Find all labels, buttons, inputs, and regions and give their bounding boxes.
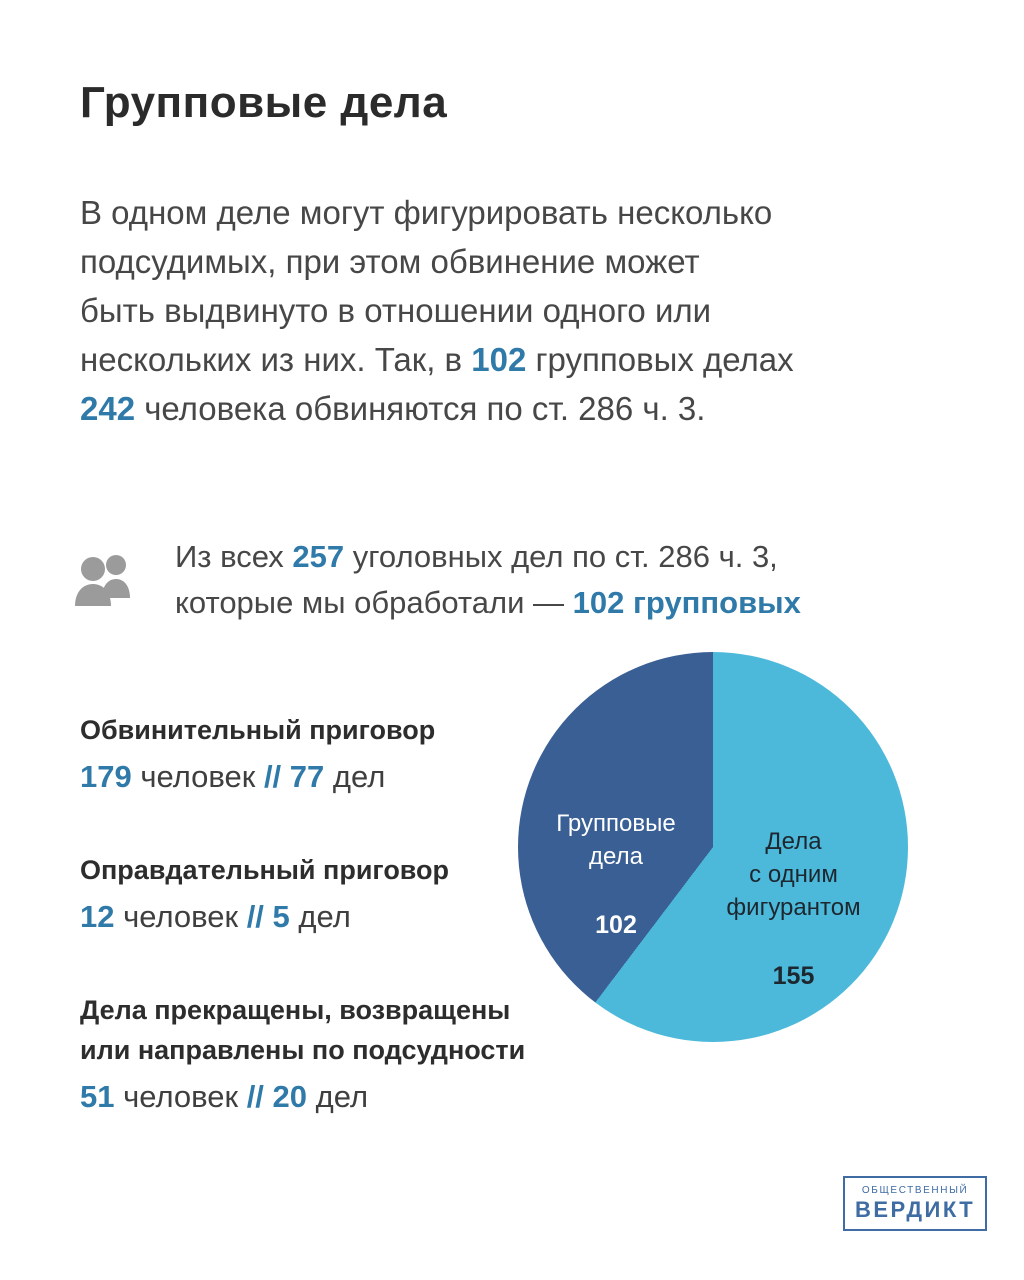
logo-line-big: ВЕРДИКТ	[855, 1197, 976, 1222]
stat-heading: Обвинительный приговор	[80, 715, 436, 745]
page-title: Групповые дела	[80, 78, 448, 127]
intro-line: 242 человека обвиняются по ст. 286 ч. 3.	[80, 390, 706, 427]
summary-line: которые мы обработали — 102 групповых	[175, 585, 801, 620]
intro-line: В одном деле могут фигурировать нескольк…	[80, 194, 773, 231]
pie-slice-label: Групповые дела	[556, 810, 676, 870]
pie-chart-wrap: Групповые дела 102 Дела с одним фигурант…	[518, 652, 908, 1042]
stat-guilty-verdict: Обвинительный приговор 179 человек // 77…	[80, 710, 550, 798]
public-verdict-logo: ОБЩЕСТВЕННЫЙ ВЕРДИКТ	[843, 1176, 988, 1231]
stats-column: Обвинительный приговор 179 человек // 77…	[80, 710, 550, 1170]
intro-line: нескольких из них. Так, в 102 групповых …	[80, 341, 794, 378]
stat-dismissed: Дела прекращены, возвращены или направле…	[80, 990, 550, 1118]
pie-chart	[518, 652, 908, 1042]
people-icon	[72, 548, 138, 614]
pie-slice-value: 155	[772, 962, 815, 990]
stat-value-line: 12 человек // 5 дел	[80, 899, 351, 934]
pie-label-group-cases: Групповые дела 102	[536, 774, 696, 975]
stat-value-line: 179 человек // 77 дел	[80, 759, 386, 794]
stat-acquittal: Оправдательный приговор 12 человек // 5 …	[80, 850, 550, 938]
summary-line: Из всех 257 уголовных дел по ст. 286 ч. …	[175, 539, 778, 574]
summary-text: Из всех 257 уголовных дел по ст. 286 ч. …	[175, 534, 935, 626]
intro-line: быть выдвинуто в отношении одного или	[80, 292, 712, 329]
pie-slice-label: Дела с одним фигурантом	[726, 828, 861, 921]
pie-slice-value: 102	[595, 911, 637, 939]
stat-heading: Дела прекращены, возвращены или направле…	[80, 995, 526, 1065]
stat-value-line: 51 человек // 20 дел	[80, 1079, 369, 1114]
stat-heading: Оправдательный приговор	[80, 855, 450, 885]
intro-line: подсудимых, при этом обвинение может	[80, 243, 700, 280]
logo-line-small: ОБЩЕСТВЕННЫЙ	[861, 1185, 969, 1196]
pie-label-single-defendant: Дела с одним фигурантом 155	[706, 792, 881, 1026]
intro-paragraph: В одном деле могут фигурировать нескольк…	[80, 188, 940, 433]
